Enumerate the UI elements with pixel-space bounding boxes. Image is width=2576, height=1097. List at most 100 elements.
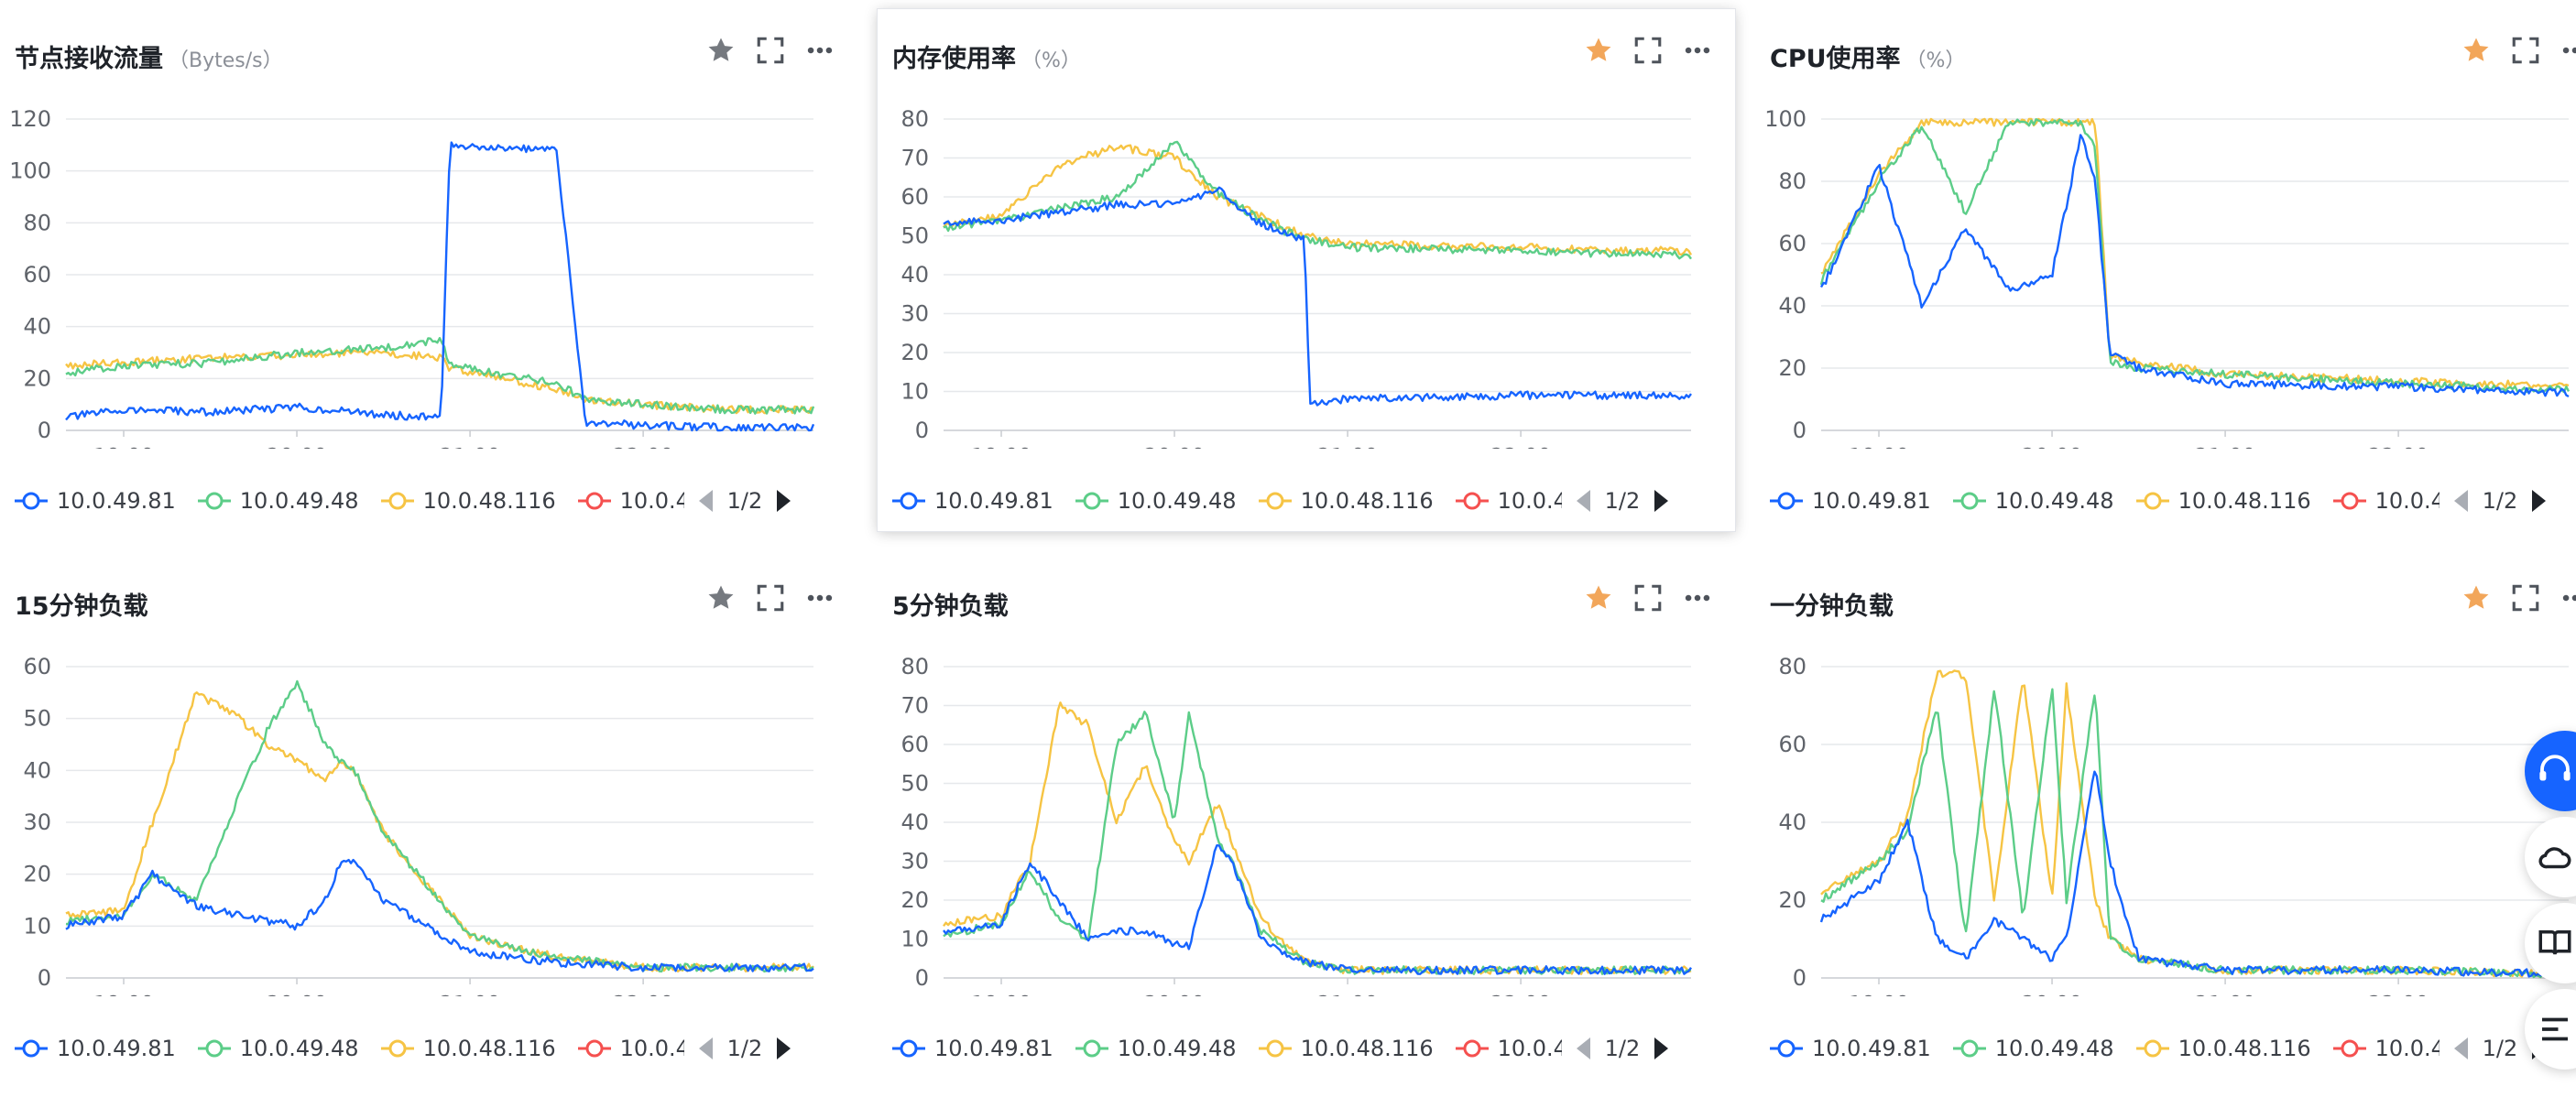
legend-item[interactable]: 10.0.48.20 xyxy=(1455,488,1562,514)
legend-item[interactable]: 10.0.49.48 xyxy=(197,488,359,514)
legend-label: 10.0.49.48 xyxy=(1994,488,2114,514)
legend-item[interactable]: 10.0.48.116 xyxy=(2135,1036,2311,1061)
legend-label: 10.0.49.48 xyxy=(239,488,359,514)
legend-item[interactable]: 10.0.48.116 xyxy=(380,488,556,514)
legend-item[interactable]: 10.0.49.81 xyxy=(1770,488,1931,514)
y-tick-label: 40 xyxy=(1778,809,1806,835)
line-chart: 0 10 20 30 40 50 60 70 80 19:00 20:00 21:00 22:00 xyxy=(901,106,1693,449)
chart-legend: 10.0.49.81 10.0.49.48 10.0.48.116 10.0.48.2… xyxy=(1770,1026,2576,1071)
legend-item[interactable]: 10.0.49.48 xyxy=(1952,488,2114,514)
panel-unit: （%） xyxy=(1905,49,1966,72)
prev-page-icon[interactable] xyxy=(1576,490,1590,512)
prev-page-icon[interactable] xyxy=(698,1037,713,1059)
star-icon-filled[interactable] xyxy=(1583,35,1614,66)
legend-item[interactable]: 10.0.48.20 xyxy=(2332,1036,2440,1061)
legend-item[interactable]: 10.0.48.20 xyxy=(577,488,684,514)
prev-page-icon[interactable] xyxy=(698,490,713,512)
legend-item[interactable]: 10.0.49.48 xyxy=(197,1036,359,1061)
legend-item[interactable]: 10.0.48.20 xyxy=(2332,488,2440,514)
y-tick-label: 60 xyxy=(901,184,929,210)
legend-item[interactable]: 10.0.48.116 xyxy=(1258,488,1434,514)
x-tick-label: 22:00 xyxy=(2368,445,2429,449)
series-line xyxy=(1819,118,2571,394)
y-tick-label: 60 xyxy=(901,732,929,757)
panel-unit: （%） xyxy=(1021,49,1081,72)
star-icon[interactable] xyxy=(705,35,737,66)
panel-title: 15分钟负载 xyxy=(15,586,148,622)
x-tick-label: 19:00 xyxy=(1849,445,1909,449)
next-page-icon[interactable] xyxy=(777,1037,791,1059)
legend-label: 10.0.49.81 xyxy=(57,1036,176,1061)
legend-item[interactable]: 10.0.49.48 xyxy=(1075,1036,1237,1061)
series-line xyxy=(65,858,814,972)
legend-item[interactable]: 10.0.49.81 xyxy=(892,488,1053,514)
x-tick-label: 22:00 xyxy=(1490,445,1551,449)
x-tick-label: 19:00 xyxy=(971,445,1031,449)
legend-circle-icon xyxy=(577,491,611,511)
legend-item[interactable]: 10.0.48.116 xyxy=(1258,1036,1434,1061)
legend-label: 10.0.48.20 xyxy=(2374,488,2440,514)
legend-item[interactable]: 10.0.49.81 xyxy=(15,1036,176,1061)
panel-title-text: 一分钟负载 xyxy=(1770,592,1894,621)
star-icon[interactable] xyxy=(705,582,737,614)
x-tick-label: 22:00 xyxy=(613,993,673,996)
fullscreen-icon[interactable] xyxy=(1632,35,1664,66)
y-tick-label: 80 xyxy=(901,654,929,679)
next-page-icon[interactable] xyxy=(2532,490,2547,512)
x-tick-label: 22:00 xyxy=(613,445,673,449)
series-line xyxy=(943,843,1692,975)
legend-circle-icon xyxy=(2332,491,2366,511)
star-icon-filled[interactable] xyxy=(1583,582,1614,614)
chart-panel: 15分钟负载 0 10 20 30 40 50 60 19:00 20:00 21:00 22:00 1… xyxy=(0,557,857,1079)
y-tick-label: 30 xyxy=(901,301,929,327)
next-page-icon[interactable] xyxy=(1654,490,1669,512)
pager-text: 1/2 xyxy=(1604,488,1641,514)
prev-page-icon[interactable] xyxy=(1576,1037,1590,1059)
prev-page-icon[interactable] xyxy=(2453,490,2468,512)
legend-item[interactable]: 10.0.49.81 xyxy=(892,1036,1053,1061)
prev-page-icon[interactable] xyxy=(2453,1037,2468,1059)
more-icon[interactable] xyxy=(1682,582,1713,614)
next-page-icon[interactable] xyxy=(1654,1037,1669,1059)
legend-circle-icon xyxy=(1258,491,1292,511)
series-line xyxy=(943,701,1692,975)
legend-item[interactable]: 10.0.48.116 xyxy=(2135,488,2311,514)
panel-toolbar xyxy=(705,582,835,614)
star-icon-filled[interactable] xyxy=(2461,35,2492,66)
series-line xyxy=(943,140,1692,260)
legend-circle-icon xyxy=(2135,1038,2169,1059)
x-tick-label: 21:00 xyxy=(1317,445,1378,449)
star-icon-filled[interactable] xyxy=(2461,582,2492,614)
legend-circle-icon xyxy=(197,1038,231,1059)
legend-item[interactable]: 10.0.49.81 xyxy=(15,488,176,514)
y-tick-label: 100 xyxy=(9,158,51,184)
y-tick-label: 40 xyxy=(901,809,929,835)
legend-item[interactable]: 10.0.48.116 xyxy=(380,1036,556,1061)
list-icon xyxy=(2542,1017,2568,1041)
pager-text: 1/2 xyxy=(726,488,763,514)
legend-item[interactable]: 10.0.49.81 xyxy=(1770,1036,1931,1061)
x-tick-label: 20:00 xyxy=(2022,445,2082,449)
more-icon[interactable] xyxy=(804,582,835,614)
fullscreen-icon[interactable] xyxy=(1632,582,1664,614)
more-icon[interactable] xyxy=(2560,35,2576,66)
chart-legend: 10.0.49.81 10.0.49.48 10.0.48.116 10.0.48.2… xyxy=(892,478,1726,524)
more-icon[interactable] xyxy=(2560,582,2576,614)
more-icon[interactable] xyxy=(804,35,835,66)
legend-item[interactable]: 10.0.49.48 xyxy=(1952,1036,2114,1061)
fullscreen-icon[interactable] xyxy=(755,582,786,614)
legend-item[interactable]: 10.0.48.20 xyxy=(577,1036,684,1061)
fullscreen-icon[interactable] xyxy=(2510,582,2541,614)
more-icon[interactable] xyxy=(1682,35,1713,66)
panel-title: 内存使用率 （%） xyxy=(892,38,1081,74)
legend-label: 10.0.49.81 xyxy=(1812,1036,1931,1061)
y-tick-label: 80 xyxy=(23,210,51,235)
legend-item[interactable]: 10.0.48.20 xyxy=(1455,1036,1562,1061)
y-tick-label: 60 xyxy=(1778,732,1806,757)
fullscreen-icon[interactable] xyxy=(2510,35,2541,66)
fullscreen-icon[interactable] xyxy=(755,35,786,66)
panel-toolbar xyxy=(1583,35,1713,66)
legend-item[interactable]: 10.0.49.48 xyxy=(1075,488,1237,514)
next-page-icon[interactable] xyxy=(777,490,791,512)
chart-legend: 10.0.49.81 10.0.49.48 10.0.48.116 10.0.48.2… xyxy=(15,1026,848,1071)
